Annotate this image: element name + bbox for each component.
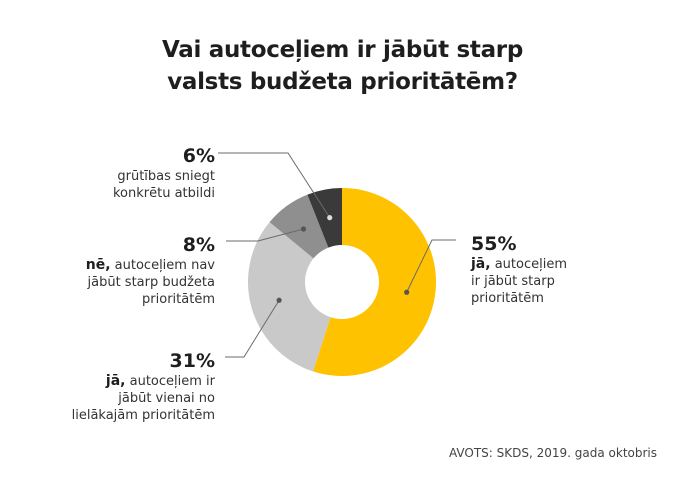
label-6pct: 6% grūtības sniegt konkrētu atbildi	[113, 144, 215, 202]
label-31pct-value: 31%	[169, 350, 215, 372]
chart-title-line-1: Vai autoceļiem ir jābūt starp	[161, 37, 523, 63]
label-8pct: 8% nē, autoceļiem nav jābūt starp budžet…	[86, 233, 215, 308]
label-31pct-desc-2: jābūt vienai no	[118, 391, 215, 406]
slice-55pct	[312, 188, 436, 376]
label-55pct-desc-1: autoceļiem	[494, 257, 568, 272]
label-55pct-desc-3: prioritātēm	[471, 291, 544, 306]
label-55pct-value: 55%	[471, 233, 517, 255]
chart-title-line-2: valsts budžeta prioritātēm?	[167, 69, 518, 95]
leader-8pct	[226, 228, 304, 242]
label-55pct-desc-2: ir jābūt starp	[471, 274, 555, 289]
label-8pct-desc-2: jābūt starp budžeta	[87, 275, 216, 290]
label-6pct-value: 6%	[182, 145, 215, 167]
slice-8pct	[269, 194, 329, 259]
leader-6pct-dot	[327, 215, 333, 221]
label-31pct: 31% jā, autoceļiem ir jābūt vienai no li…	[72, 349, 215, 424]
source-note: AVOTS: SKDS, 2019. gada oktobris	[448, 446, 657, 460]
label-31pct-key: jā,	[105, 373, 126, 389]
label-55pct: 55% jā, autoceļiem ir jābūt starp priori…	[471, 232, 567, 307]
slice-6pct	[307, 188, 342, 248]
leader-55pct-dot	[404, 289, 410, 295]
label-8pct-desc-1: autoceļiem nav	[114, 258, 215, 273]
label-6pct-desc-2: konkrētu atbildi	[112, 186, 215, 201]
label-31pct-desc-3: lielākajām prioritātēm	[71, 408, 215, 423]
label-6pct-desc-1: grūtības sniegt	[117, 169, 215, 184]
leader-31pct-dot	[276, 297, 282, 303]
leader-8pct-dot	[300, 226, 307, 232]
label-8pct-desc-3: prioritātēm	[142, 292, 215, 307]
label-8pct-key: nē,	[85, 257, 111, 273]
slice-31pct	[247, 222, 331, 372]
chart-title: Vai autoceļiem ir jābūt starp valsts bud…	[0, 34, 685, 98]
leader-6pct	[218, 152, 331, 218]
leader-55pct	[406, 239, 456, 293]
label-31pct-desc-1: autoceļiem ir	[129, 374, 215, 389]
label-55pct-key: jā,	[471, 256, 491, 272]
label-8pct-value: 8%	[182, 234, 215, 256]
leader-31pct	[225, 300, 280, 358]
